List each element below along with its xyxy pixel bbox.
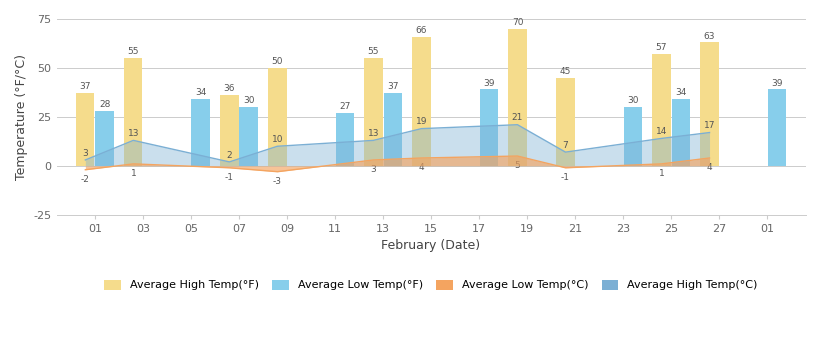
Text: -1: -1 xyxy=(561,173,570,182)
Text: 34: 34 xyxy=(195,88,207,97)
Text: 70: 70 xyxy=(512,18,523,27)
Text: 13: 13 xyxy=(128,129,139,138)
Bar xyxy=(768,89,786,166)
Text: 66: 66 xyxy=(416,26,427,35)
Text: 45: 45 xyxy=(559,67,571,76)
Bar xyxy=(623,107,642,166)
Bar xyxy=(76,93,95,166)
Text: 4: 4 xyxy=(418,163,424,172)
Text: 13: 13 xyxy=(368,129,379,138)
Text: -1: -1 xyxy=(225,173,234,182)
Text: 17: 17 xyxy=(704,121,715,130)
Text: 2: 2 xyxy=(227,151,232,160)
Bar xyxy=(220,95,238,166)
Text: 3: 3 xyxy=(370,165,376,174)
Bar xyxy=(268,68,286,166)
Text: 10: 10 xyxy=(271,135,283,144)
Text: 63: 63 xyxy=(704,31,715,41)
Y-axis label: Temperature (°F/°C): Temperature (°F/°C) xyxy=(15,54,28,180)
Text: 4: 4 xyxy=(706,163,712,172)
Text: 37: 37 xyxy=(387,83,398,92)
Bar xyxy=(508,29,526,166)
Bar xyxy=(383,93,402,166)
Text: 19: 19 xyxy=(416,117,427,126)
Text: 34: 34 xyxy=(675,88,686,97)
Bar xyxy=(671,99,690,166)
Text: 37: 37 xyxy=(80,83,91,92)
Bar xyxy=(556,78,574,166)
Text: 21: 21 xyxy=(512,113,523,122)
Text: 39: 39 xyxy=(771,79,783,88)
Bar xyxy=(480,89,498,166)
Text: 39: 39 xyxy=(483,79,495,88)
Bar xyxy=(413,37,431,166)
Text: 50: 50 xyxy=(271,57,283,66)
Bar xyxy=(652,54,671,166)
Text: -2: -2 xyxy=(81,174,90,184)
Text: 1: 1 xyxy=(659,169,664,178)
X-axis label: February (Date): February (Date) xyxy=(382,239,481,252)
Text: 30: 30 xyxy=(243,96,254,105)
Text: 5: 5 xyxy=(515,161,520,170)
Text: 55: 55 xyxy=(128,47,139,56)
Text: 27: 27 xyxy=(339,102,350,111)
Bar xyxy=(124,58,143,166)
Text: 30: 30 xyxy=(627,96,638,105)
Text: 3: 3 xyxy=(82,149,88,157)
Text: 1: 1 xyxy=(130,169,136,178)
Legend: Average High Temp(°F), Average Low Temp(°F), Average Low Temp(°C), Average High : Average High Temp(°F), Average Low Temp(… xyxy=(100,275,762,295)
Bar xyxy=(335,113,354,166)
Bar xyxy=(701,42,719,166)
Text: -3: -3 xyxy=(273,177,282,186)
Text: 36: 36 xyxy=(223,84,235,93)
Text: 55: 55 xyxy=(368,47,379,56)
Bar xyxy=(192,99,210,166)
Text: 14: 14 xyxy=(656,127,667,136)
Text: 7: 7 xyxy=(563,141,569,150)
Text: 28: 28 xyxy=(99,100,110,109)
Text: 57: 57 xyxy=(656,43,667,52)
Bar xyxy=(95,111,114,166)
Bar xyxy=(240,107,258,166)
Bar xyxy=(364,58,383,166)
